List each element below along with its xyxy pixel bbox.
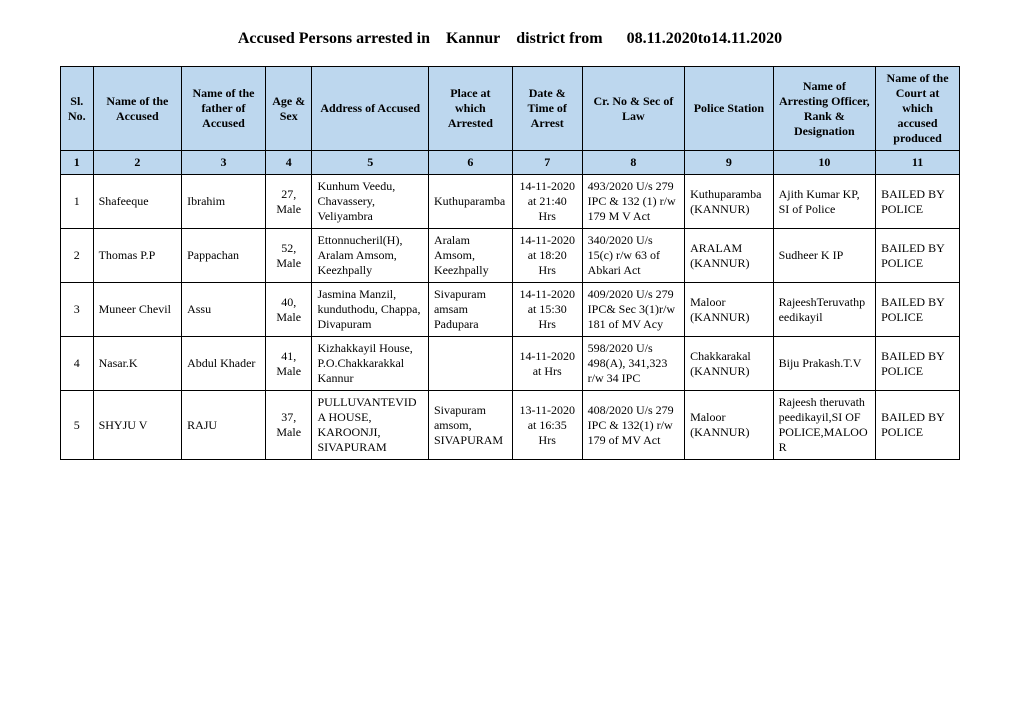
- cell-addr: Kizhakkayil House, P.O.Chakkarakkal Kann…: [312, 337, 428, 391]
- cell-place: [428, 337, 512, 391]
- cell-court: BAILED BY POLICE: [876, 337, 960, 391]
- cell-place: Aralam Amsom, Keezhpally: [428, 229, 512, 283]
- cell-place: Sivapuram amsom, SIVAPURAM: [428, 391, 512, 460]
- cell-cr: 598/2020 U/s 498(A), 341,323 r/w 34 IPC: [582, 337, 684, 391]
- cell-ps: Chakkarakal (KANNUR): [685, 337, 773, 391]
- cell-date: 14-11-2020 at 21:40 Hrs: [512, 175, 582, 229]
- col-place: Place at which Arrested: [428, 67, 512, 151]
- cell-court: BAILED BY POLICE: [876, 175, 960, 229]
- cell-sl: 5: [61, 391, 94, 460]
- cell-father: RAJU: [182, 391, 266, 460]
- cell-father: Assu: [182, 283, 266, 337]
- cell-father: Ibrahim: [182, 175, 266, 229]
- cell-ps: Kuthuparamba (KANNUR): [685, 175, 773, 229]
- cell-age: 27, Male: [265, 175, 312, 229]
- cell-court: BAILED BY POLICE: [876, 283, 960, 337]
- cell-addr: Ettonnucheril(H), Aralam Amsom, Keezhpal…: [312, 229, 428, 283]
- cell-father: Abdul Khader: [182, 337, 266, 391]
- cell-addr: Kunhum Veedu, Chavassery, Veliyambra: [312, 175, 428, 229]
- cell-officer: Ajith Kumar KP, SI of Police: [773, 175, 875, 229]
- cell-cr: 408/2020 U/s 279 IPC & 132(1) r/w 179 of…: [582, 391, 684, 460]
- colnum: 2: [93, 151, 181, 175]
- cell-cr: 409/2020 U/s 279 IPC& Sec 3(1)r/w 181 of…: [582, 283, 684, 337]
- colnum: 9: [685, 151, 773, 175]
- cell-age: 41, Male: [265, 337, 312, 391]
- col-off: Name of Arresting Officer, Rank & Design…: [773, 67, 875, 151]
- col-sl: Sl. No.: [61, 67, 94, 151]
- colnum: 3: [182, 151, 266, 175]
- cell-name: Nasar.K: [93, 337, 181, 391]
- cell-court: BAILED BY POLICE: [876, 391, 960, 460]
- cell-date: 13-11-2020 at 16:35 Hrs: [512, 391, 582, 460]
- cell-name: Shafeeque: [93, 175, 181, 229]
- col-ps: Police Station: [685, 67, 773, 151]
- col-name: Name of the Accused: [93, 67, 181, 151]
- colnum: 1: [61, 151, 94, 175]
- cell-sl: 3: [61, 283, 94, 337]
- cell-date: 14-11-2020 at Hrs: [512, 337, 582, 391]
- cell-name: Thomas P.P: [93, 229, 181, 283]
- cell-age: 52, Male: [265, 229, 312, 283]
- page-title: Accused Persons arrested in Kannur distr…: [60, 30, 960, 48]
- cell-addr: PULLUVANTEVIDA HOUSE, KAROONJI, SIVAPURA…: [312, 391, 428, 460]
- colnum: 11: [876, 151, 960, 175]
- colnum: 10: [773, 151, 875, 175]
- table-row: 4Nasar.KAbdul Khader41, MaleKizhakkayil …: [61, 337, 960, 391]
- cell-cr: 340/2020 U/s 15(c) r/w 63 of Abkari Act: [582, 229, 684, 283]
- table-number-row: 1 2 3 4 5 6 7 8 9 10 11: [61, 151, 960, 175]
- cell-officer: Sudheer K IP: [773, 229, 875, 283]
- cell-date: 14-11-2020 at 15:30 Hrs: [512, 283, 582, 337]
- colnum: 5: [312, 151, 428, 175]
- col-cr: Cr. No & Sec of Law: [582, 67, 684, 151]
- col-father: Name of the father of Accused: [182, 67, 266, 151]
- cell-father: Pappachan: [182, 229, 266, 283]
- colnum: 6: [428, 151, 512, 175]
- table-row: 5SHYJU VRAJU37, MalePULLUVANTEVIDA HOUSE…: [61, 391, 960, 460]
- arrest-table: Sl. No. Name of the Accused Name of the …: [60, 66, 960, 460]
- colnum: 8: [582, 151, 684, 175]
- colnum: 7: [512, 151, 582, 175]
- cell-cr: 493/2020 U/s 279 IPC & 132 (1) r/w 179 M…: [582, 175, 684, 229]
- cell-name: Muneer Chevil: [93, 283, 181, 337]
- cell-age: 37, Male: [265, 391, 312, 460]
- cell-ps: ARALAM (KANNUR): [685, 229, 773, 283]
- col-date: Date & Time of Arrest: [512, 67, 582, 151]
- cell-officer: Rajeesh theruvath peedikayil,SI OF POLIC…: [773, 391, 875, 460]
- col-addr: Address of Accused: [312, 67, 428, 151]
- col-age: Age & Sex: [265, 67, 312, 151]
- cell-place: Kuthuparamba: [428, 175, 512, 229]
- cell-place: Sivapuram amsam Padupara: [428, 283, 512, 337]
- cell-court: BAILED BY POLICE: [876, 229, 960, 283]
- cell-addr: Jasmina Manzil, kunduthodu, Chappa, Diva…: [312, 283, 428, 337]
- cell-officer: Biju Prakash.T.V: [773, 337, 875, 391]
- cell-name: SHYJU V: [93, 391, 181, 460]
- table-row: 3Muneer ChevilAssu40, MaleJasmina Manzil…: [61, 283, 960, 337]
- table-row: 2Thomas P.PPappachan52, MaleEttonnucheri…: [61, 229, 960, 283]
- cell-sl: 1: [61, 175, 94, 229]
- cell-age: 40, Male: [265, 283, 312, 337]
- colnum: 4: [265, 151, 312, 175]
- table-header-row: Sl. No. Name of the Accused Name of the …: [61, 67, 960, 151]
- col-court: Name of the Court at which accused produ…: [876, 67, 960, 151]
- cell-sl: 2: [61, 229, 94, 283]
- cell-ps: Maloor (KANNUR): [685, 391, 773, 460]
- cell-officer: RajeeshTeruvathpeedikayil: [773, 283, 875, 337]
- cell-sl: 4: [61, 337, 94, 391]
- cell-date: 14-11-2020 at 18:20 Hrs: [512, 229, 582, 283]
- table-row: 1ShafeequeIbrahim27, MaleKunhum Veedu, C…: [61, 175, 960, 229]
- cell-ps: Maloor (KANNUR): [685, 283, 773, 337]
